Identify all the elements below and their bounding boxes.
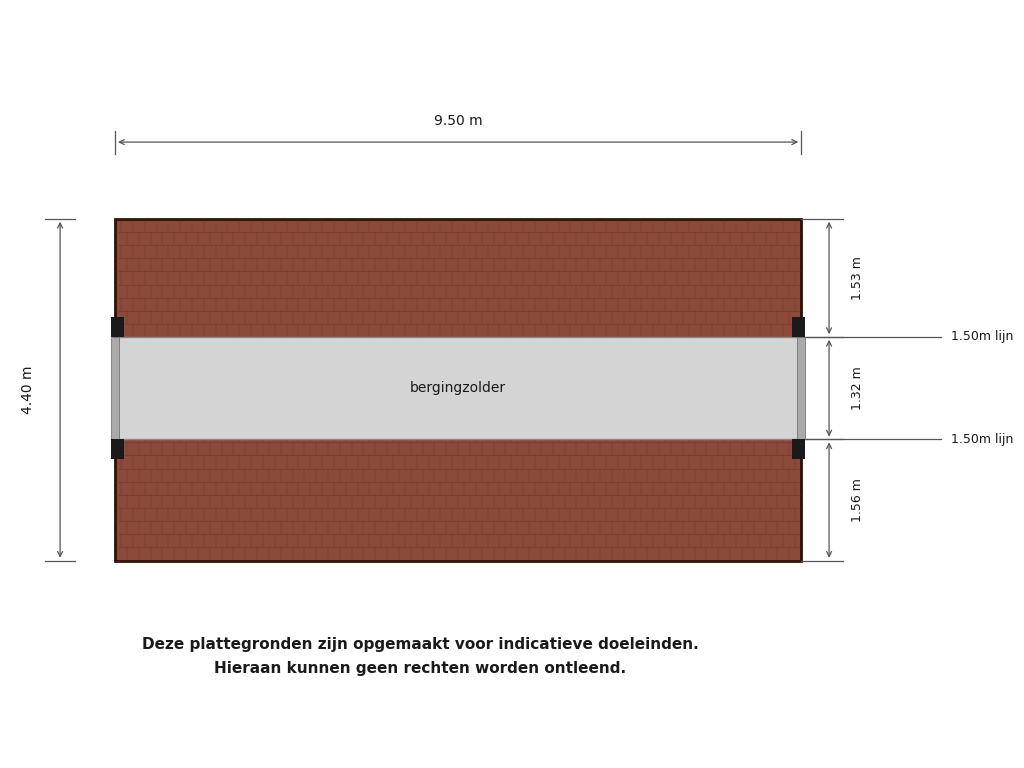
Bar [112,439,124,459]
Bar [115,219,801,561]
Text: bergingzolder: bergingzolder [410,381,506,396]
Text: 9.50 m: 9.50 m [434,114,482,127]
Bar [112,317,124,337]
Bar [797,337,805,439]
Text: 4.40 m: 4.40 m [22,366,35,414]
Text: Deze plattegronden zijn opgemaakt voor indicatieve doeleinden.
Hieraan kunnen ge: Deze plattegronden zijn opgemaakt voor i… [142,637,699,676]
Bar [792,439,805,459]
Bar [115,337,801,439]
Text: 1.50m lijn: 1.50m lijn [951,330,1014,343]
Text: 1.32 m: 1.32 m [851,366,864,410]
Text: 1.53 m: 1.53 m [851,256,864,300]
Bar [115,337,801,439]
Bar [792,317,805,337]
Text: 1.50m lijn: 1.50m lijn [951,433,1014,446]
Text: 1.56 m: 1.56 m [851,478,864,522]
Bar [112,337,119,439]
